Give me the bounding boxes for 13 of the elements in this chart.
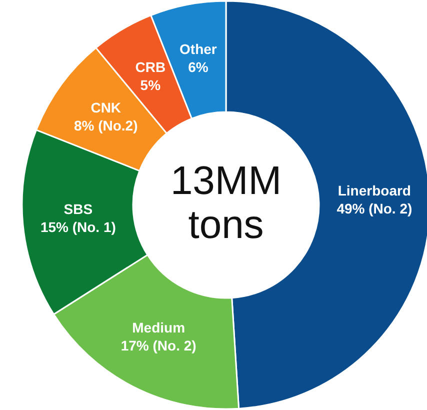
slice-label: CNK — [90, 99, 122, 116]
slice-label: Linerboard — [338, 182, 411, 198]
slice-label: Medium — [132, 319, 186, 336]
data-label: 6% — [188, 58, 209, 75]
slice-label: CRB — [135, 58, 166, 75]
slice-label: Other — [180, 40, 218, 57]
data-label: 49% (No. 2) — [336, 200, 412, 216]
data-label: 17% (No. 2) — [120, 337, 196, 354]
data-label: 8% (No.2) — [74, 117, 138, 134]
data-label: 15% (No. 1) — [40, 218, 116, 235]
text: 13MM tons — [170, 158, 282, 247]
data-label: 5% — [140, 76, 162, 93]
slice-label: SBS — [64, 200, 93, 217]
